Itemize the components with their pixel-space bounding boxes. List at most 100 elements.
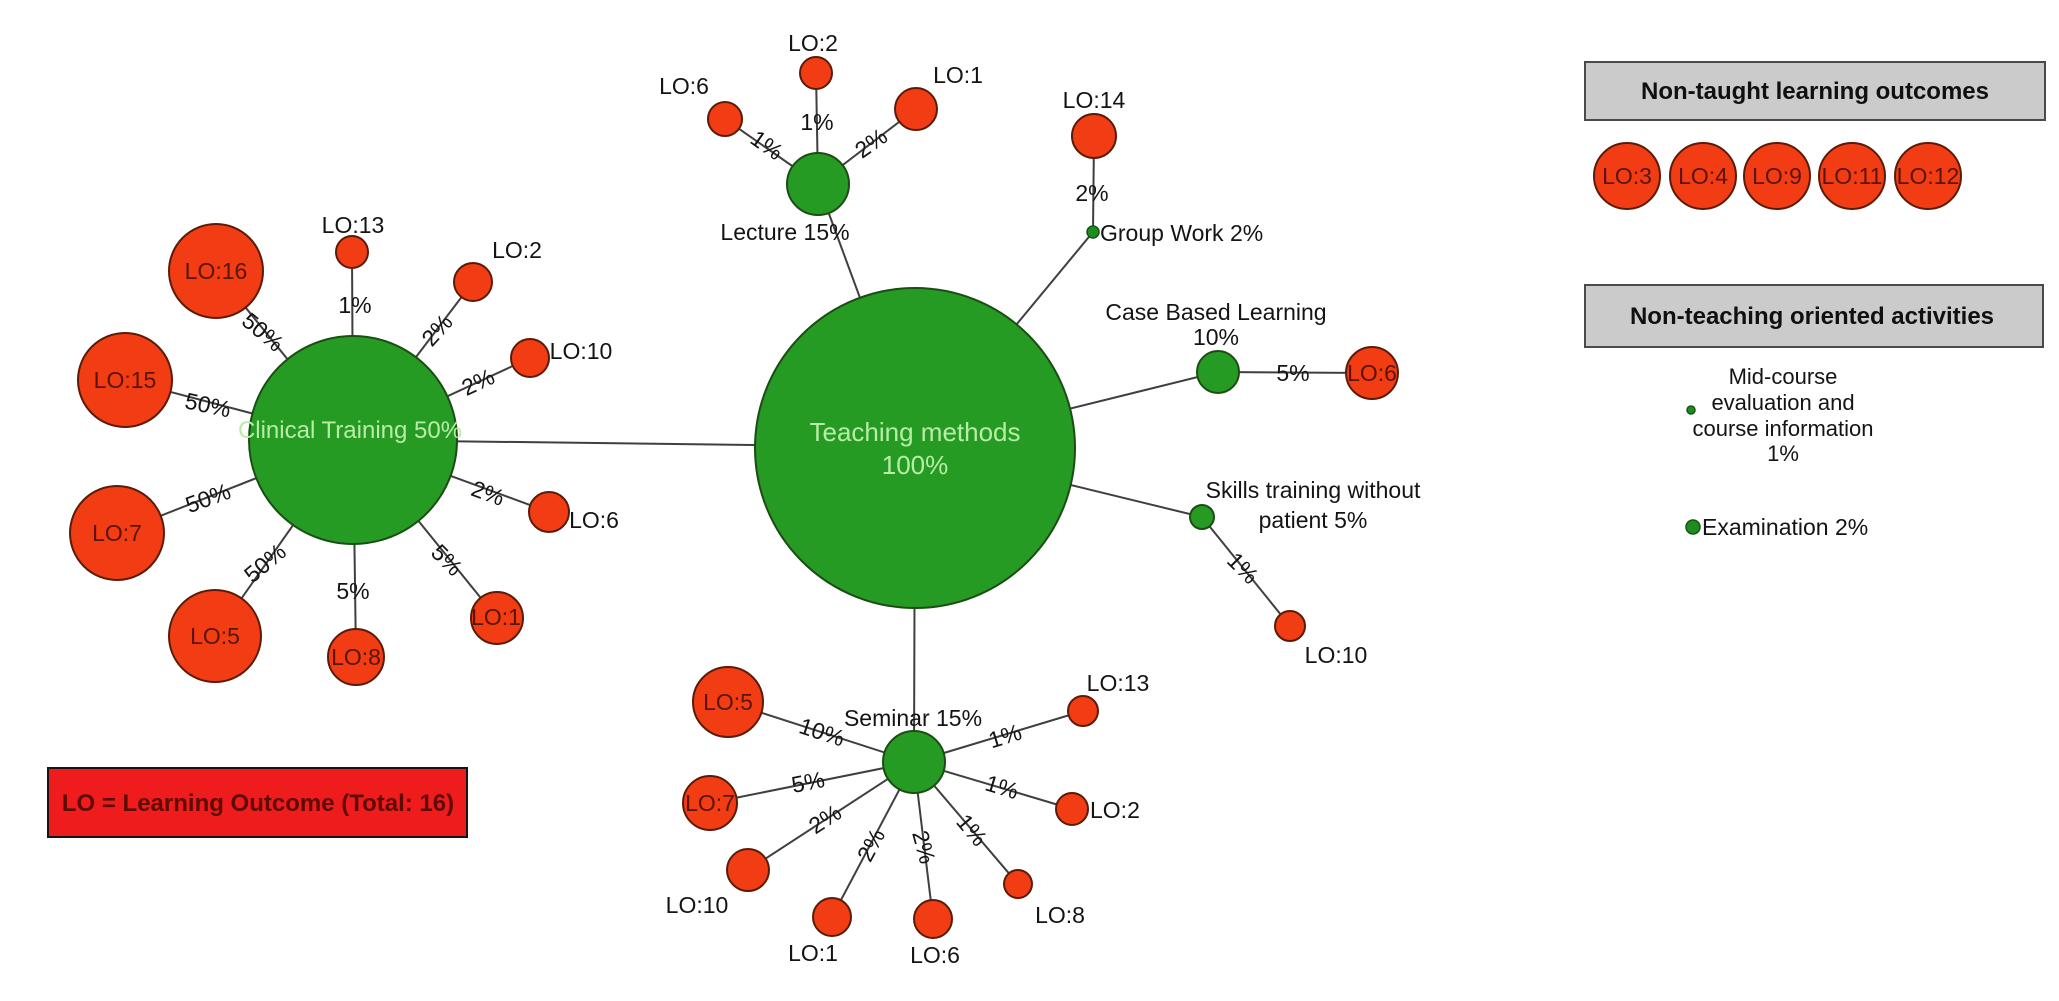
mid-course-dot-icon [1686, 405, 1696, 415]
node-seminar-lo2 [1055, 792, 1089, 826]
group-work-label: Group Work 2% [1100, 220, 1263, 246]
casebased-lo6-label: LO:6 [1347, 360, 1397, 386]
node-seminar-lo13 [1067, 695, 1099, 727]
node-clinical-lo7 [69, 485, 165, 581]
clinical-lo2-pct: 2% [416, 309, 458, 351]
node-lecture-lo2 [799, 56, 833, 90]
legend-lo12-circle [1894, 142, 1962, 210]
mid-course-line3: course information [1693, 416, 1874, 441]
clinical-lo10-label: LO:10 [550, 338, 613, 364]
legend-non-teaching: Non-teaching oriented activities Mid-cou… [1584, 284, 2044, 540]
clinical-lo13-pct: 1% [338, 292, 371, 318]
node-group-work-dot [1086, 225, 1100, 239]
seminar-lo13-label: LO:13 [1087, 670, 1150, 696]
legend-lo4-label: LO:4 [1678, 163, 1728, 189]
node-lecture-lo1 [894, 87, 938, 131]
legend-lo11-circle [1818, 142, 1886, 210]
seminar-lo7-label: LO:7 [685, 790, 735, 816]
node-lecture-lo6 [707, 101, 743, 137]
clinical-lo7-pct: 50% [182, 478, 234, 518]
mid-course-line1: Mid-course [1729, 364, 1838, 389]
clinical-training-label: Clinical Training 50% [238, 417, 462, 444]
clinical-lo13-label: LO:13 [322, 212, 385, 238]
seminar-lo7-pct: 5% [789, 766, 827, 798]
legend-lo11-label: LO:11 [1822, 163, 1883, 189]
node-clinical-lo15 [77, 332, 173, 428]
clinical-lo16-label: LO:16 [185, 258, 248, 284]
node-clinical-lo8 [327, 628, 385, 686]
seminar-lo10-pct: 2% [804, 799, 846, 839]
clinical-lo2-label: LO:2 [492, 237, 542, 263]
note-text: LO = Learning Outcome (Total: 16) [62, 790, 454, 817]
clinical-lo6-pct: 2% [468, 475, 508, 511]
seminar-lo13-pct: 1% [985, 719, 1024, 754]
legend-lo9-label: LO:9 [1752, 163, 1802, 189]
clinical-lo15-pct: 50% [183, 387, 233, 422]
skills-label-line1: Skills training without [1206, 477, 1421, 503]
case-based-label-line1: Case Based Learning [1105, 299, 1326, 325]
legend-non-taught-title: Non-taught learning outcomes [1641, 78, 1989, 105]
teaching-methods-pct: 100% [882, 450, 949, 480]
note-box [47, 767, 468, 838]
seminar-lo2-label: LO:2 [1090, 797, 1140, 823]
legend-lo9-circle [1743, 142, 1811, 210]
edge-seminar-lo7 [709, 761, 915, 804]
node-clinical-lo6 [528, 491, 570, 533]
legend-lo12-label: LO:12 [1897, 163, 1960, 189]
seminar-lo2-pct: 1% [982, 770, 1021, 805]
node-lecture [786, 152, 850, 216]
node-clinical-lo5 [168, 589, 262, 683]
lecture-lo6-label: LO:6 [659, 73, 709, 99]
lecture-lo2-label: LO:2 [788, 30, 838, 56]
skills-lo10-pct: 1% [1222, 547, 1264, 589]
skills-label-line2: patient 5% [1259, 507, 1368, 533]
examination-dot-icon [1685, 519, 1701, 535]
edge-seminar-lo10 [747, 761, 915, 871]
legend-lo3-label: LO:3 [1602, 163, 1652, 189]
seminar-lo10-label: LO:10 [666, 892, 729, 918]
node-clinical-lo13 [335, 235, 369, 269]
node-seminar-lo8 [1003, 869, 1033, 899]
legend-lo3-circle [1593, 142, 1661, 210]
lecture-lo2-pct: 1% [800, 109, 833, 135]
node-clinical-training [248, 335, 458, 545]
clinical-lo5-label: LO:5 [190, 623, 240, 649]
node-seminar-lo10 [726, 848, 770, 892]
teaching-methods-label: Teaching methods [809, 417, 1020, 447]
node-seminar-lo5 [692, 666, 764, 738]
node-casebased-lo6 [1345, 346, 1399, 400]
node-skills-lo10 [1274, 610, 1306, 642]
examination-label: Examination 2% [1702, 514, 1868, 540]
clinical-lo7-label: LO:7 [92, 520, 142, 546]
mid-course-line2: evaluation and [1711, 390, 1854, 415]
node-seminar-lo6 [913, 899, 953, 939]
casebased-lo6-pct: 5% [1276, 360, 1309, 386]
clinical-lo16-pct: 50% [237, 307, 289, 357]
clinical-lo1-label: LO:1 [471, 604, 521, 630]
node-clinical-lo16 [168, 223, 264, 319]
lecture-label: Lecture 15% [720, 219, 849, 245]
node-case-based-learning [1196, 350, 1240, 394]
legend-non-teaching-title: Non-teaching oriented activities [1630, 303, 1994, 330]
node-groupwork-lo14 [1071, 113, 1117, 159]
seminar-lo1-label: LO:1 [788, 940, 838, 966]
skills-lo10-label: LO:10 [1305, 642, 1368, 668]
node-skills-training [1189, 504, 1215, 530]
clinical-lo5-pct: 50% [239, 538, 291, 588]
node-teaching-methods [754, 287, 1076, 609]
node-seminar-lo7 [682, 775, 738, 831]
node-clinical-lo1 [470, 591, 524, 645]
mid-course-line4: 1% [1767, 441, 1799, 466]
legend-lo4-circle [1669, 142, 1737, 210]
lecture-lo1-label: LO:1 [933, 62, 983, 88]
clinical-lo15-label: LO:15 [94, 367, 157, 393]
legend-non-teaching-box [1584, 284, 2044, 348]
edge-skills-lo10 [1201, 516, 1291, 627]
clinical-lo6-label: LO:6 [569, 507, 619, 533]
node-seminar-lo1 [812, 897, 852, 937]
seminar-lo6-pct: 2% [907, 828, 941, 867]
seminar-lo8-pct: 1% [951, 809, 992, 851]
seminar-lo1-pct: 2% [852, 824, 891, 866]
